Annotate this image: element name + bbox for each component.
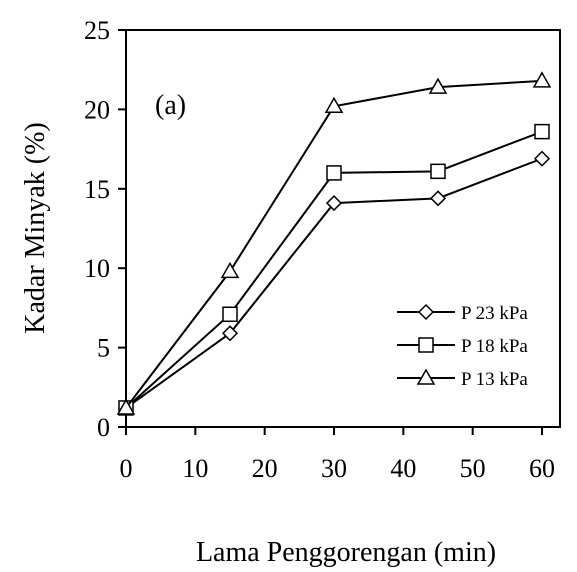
diamond-marker — [535, 152, 549, 166]
diamond-marker — [431, 191, 445, 205]
square-marker — [431, 164, 445, 178]
x-tick-label: 40 — [390, 454, 416, 483]
legend-label: P 18 kPa — [461, 336, 528, 357]
x-tick-label: 60 — [529, 454, 555, 483]
y-tick-label: 25 — [84, 16, 110, 45]
x-tick-label: 0 — [120, 454, 133, 483]
x-tick-label: 50 — [460, 454, 486, 483]
triangle-marker — [222, 263, 238, 277]
y-tick-label: 20 — [84, 95, 110, 124]
legend-label: P 13 kPa — [461, 369, 528, 390]
square-marker — [223, 307, 237, 321]
x-tick-label: 20 — [252, 454, 278, 483]
legend-item: P 13 kPa — [397, 369, 528, 390]
y-tick-label: 10 — [84, 254, 110, 283]
x-tick-label: 30 — [321, 454, 347, 483]
square-marker — [535, 125, 549, 139]
plot-frame — [126, 30, 560, 427]
square-marker — [419, 338, 433, 352]
panel-label: (a) — [155, 90, 186, 121]
triangle-marker — [534, 73, 550, 87]
y-tick-label: 0 — [97, 413, 110, 442]
legend-item: P 18 kPa — [397, 336, 528, 357]
x-axis-title: Lama Penggorengan (min) — [196, 537, 496, 568]
legend-label: P 23 kPa — [461, 303, 528, 324]
series-triangle — [118, 73, 550, 414]
legend-item: P 23 kPa — [397, 303, 528, 324]
x-tick-label: 10 — [182, 454, 208, 483]
y-tick-label: 15 — [84, 175, 110, 204]
series-line — [126, 81, 542, 408]
square-marker — [327, 166, 341, 180]
y-axis-title: Kadar Minyak (%) — [20, 122, 51, 333]
diamond-marker — [419, 305, 433, 319]
y-tick-label: 5 — [97, 334, 110, 363]
